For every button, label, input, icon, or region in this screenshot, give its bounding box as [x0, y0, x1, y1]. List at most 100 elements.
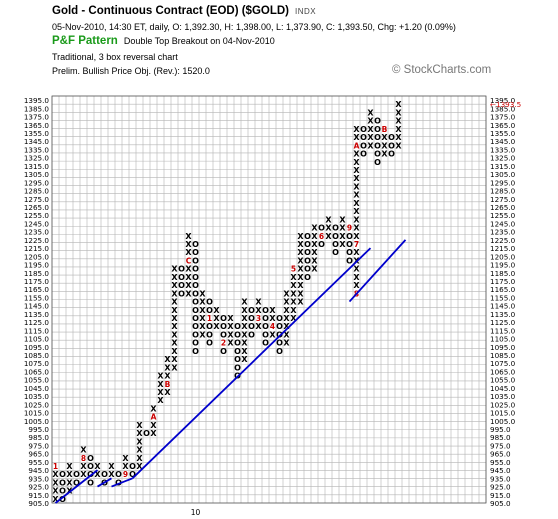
o-box: O [206, 322, 213, 331]
x-box: X [353, 150, 360, 159]
y-tick-label-right: 1125.0 [490, 318, 516, 327]
o-box: O [178, 281, 185, 290]
o-box: O [262, 322, 269, 331]
y-tick-label-right: 1095.0 [490, 343, 516, 352]
x-box: X [52, 478, 59, 487]
o-box: O [206, 306, 213, 315]
x-box: X [171, 289, 178, 298]
y-tick-label-left: 1145.0 [24, 302, 50, 311]
y-tick-label-left: 1305.0 [24, 170, 50, 179]
x-box: X [283, 306, 290, 315]
y-tick-label-right: 1045.0 [490, 384, 516, 393]
o-box: O [234, 347, 241, 356]
y-tick-label-right: 1245.0 [490, 219, 516, 228]
x-box: X [297, 240, 304, 249]
y-tick-label-left: 935.0 [28, 474, 49, 483]
y-tick-label-left: 1335.0 [24, 145, 50, 154]
x-box: X [213, 314, 220, 323]
x-box: X [185, 273, 192, 282]
x-box: X [122, 462, 129, 471]
x-box: X [199, 330, 206, 339]
o-box: O [388, 141, 395, 150]
x-box: X [199, 289, 206, 298]
x-box: X [311, 240, 318, 249]
y-tick-label-right: 1325.0 [490, 154, 516, 163]
x-box: X [213, 306, 220, 315]
y-tick-label-right: 1315.0 [490, 162, 516, 171]
x-box: X [297, 232, 304, 241]
month-marker: 3 [256, 314, 261, 323]
x-box: X [367, 108, 374, 117]
x-box: X [136, 446, 143, 455]
y-tick-label-right: 905.0 [490, 499, 511, 508]
x-box: X [367, 125, 374, 134]
y-tick-label-right: 1395.0 [490, 96, 516, 105]
y-tick-label-right: 1265.0 [490, 203, 516, 212]
o-box: O [234, 355, 241, 364]
x-box: X [353, 158, 360, 167]
o-box: O [332, 240, 339, 249]
x-box: X [269, 306, 276, 315]
o-box: O [346, 232, 353, 241]
y-tick-label-right: 1025.0 [490, 400, 516, 409]
y-tick-label-left: 965.0 [28, 450, 49, 459]
y-tick-label-right: 1115.0 [490, 326, 516, 335]
x-box: X [171, 265, 178, 274]
x-box: X [157, 372, 164, 381]
x-box: X [311, 232, 318, 241]
x-box: X [171, 339, 178, 348]
o-box: O [192, 339, 199, 348]
x-box: X [353, 273, 360, 282]
x-box: X [381, 150, 388, 159]
y-tick-label-left: 1185.0 [24, 269, 50, 278]
x-box: X [283, 330, 290, 339]
x-box: X [353, 232, 360, 241]
x-box: X [325, 215, 332, 224]
o-box: O [346, 240, 353, 249]
y-tick-label-right: 1305.0 [490, 170, 516, 179]
x-box: X [185, 281, 192, 290]
x-box: X [283, 322, 290, 331]
y-tick-label-left: 905.0 [28, 499, 49, 508]
x-box: X [297, 298, 304, 307]
x-box: X [353, 182, 360, 191]
x-box: X [164, 388, 171, 397]
o-box: O [374, 158, 381, 167]
o-box: O [276, 347, 283, 356]
y-tick-label-right: 975.0 [490, 441, 511, 450]
x-box: X [171, 298, 178, 307]
x-box: X [325, 224, 332, 233]
o-box: O [234, 330, 241, 339]
y-tick-label-left: 1135.0 [24, 310, 50, 319]
x-box: X [241, 314, 248, 323]
x-box: X [353, 224, 360, 233]
x-box: X [325, 232, 332, 241]
chart-title-text: Gold - Continuous Contract (EOD) ($GOLD) [52, 5, 290, 17]
x-box: X [269, 314, 276, 323]
x-box: X [290, 298, 297, 307]
o-box: O [59, 470, 66, 479]
y-tick-label-right: 1065.0 [490, 367, 516, 376]
o-box: O [178, 273, 185, 282]
month-marker: 9 [347, 224, 352, 233]
x-box: X [164, 363, 171, 372]
x-box: X [185, 232, 192, 241]
o-box: O [192, 248, 199, 257]
y-tick-label-left: 915.0 [28, 491, 49, 500]
y-tick-label-right: 1225.0 [490, 236, 516, 245]
o-box: O [87, 478, 94, 487]
o-box: O [220, 330, 227, 339]
o-box: O [248, 306, 255, 315]
x-box: X [297, 273, 304, 282]
x-box: X [290, 314, 297, 323]
y-tick-label-left: 1325.0 [24, 154, 50, 163]
method-line: Traditional, 3 box reversal chart [52, 52, 178, 62]
x-box: X [185, 265, 192, 274]
o-box: O [101, 470, 108, 479]
x-box: X [241, 330, 248, 339]
y-tick-label-right: 1075.0 [490, 359, 516, 368]
x-box: X [297, 289, 304, 298]
x-box: X [199, 322, 206, 331]
trendline [348, 239, 407, 303]
